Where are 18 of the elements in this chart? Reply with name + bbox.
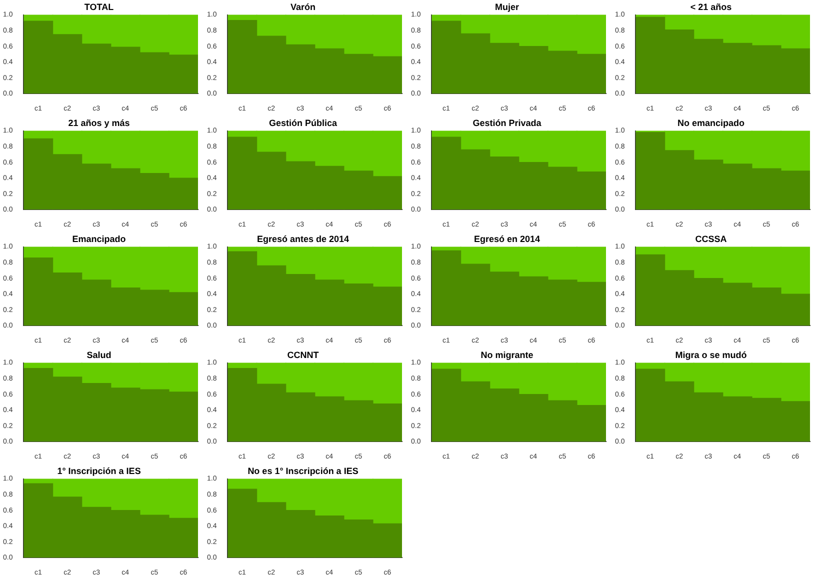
chart-title: Egresó en 2014 xyxy=(474,234,540,244)
chart-title: Mujer xyxy=(494,2,520,12)
chart-title: Salud xyxy=(86,350,112,360)
chart-title: 1° Inscripción a IES xyxy=(57,466,141,476)
chart-title: No migrante xyxy=(480,350,534,360)
chart-title: Egresó antes de 2014 xyxy=(256,234,350,244)
chart-title: Migra o se mudó xyxy=(675,350,748,360)
chart-title: Gestión Pública xyxy=(268,118,338,128)
chart-title: 21 años y más xyxy=(68,118,130,128)
chart-title: CCNNT xyxy=(287,350,320,360)
chart-title: CCSSA xyxy=(695,234,728,244)
chart-title: TOTAL xyxy=(84,2,114,12)
chart-title: No es 1° Inscripción a IES xyxy=(248,466,358,476)
chart-title: Emancipado xyxy=(72,234,126,244)
chart-title: Gestión Privada xyxy=(472,118,542,128)
chart-title: No emancipado xyxy=(677,118,746,128)
chart-title: < 21 años xyxy=(690,2,732,12)
chart-title: Varón xyxy=(290,2,316,12)
